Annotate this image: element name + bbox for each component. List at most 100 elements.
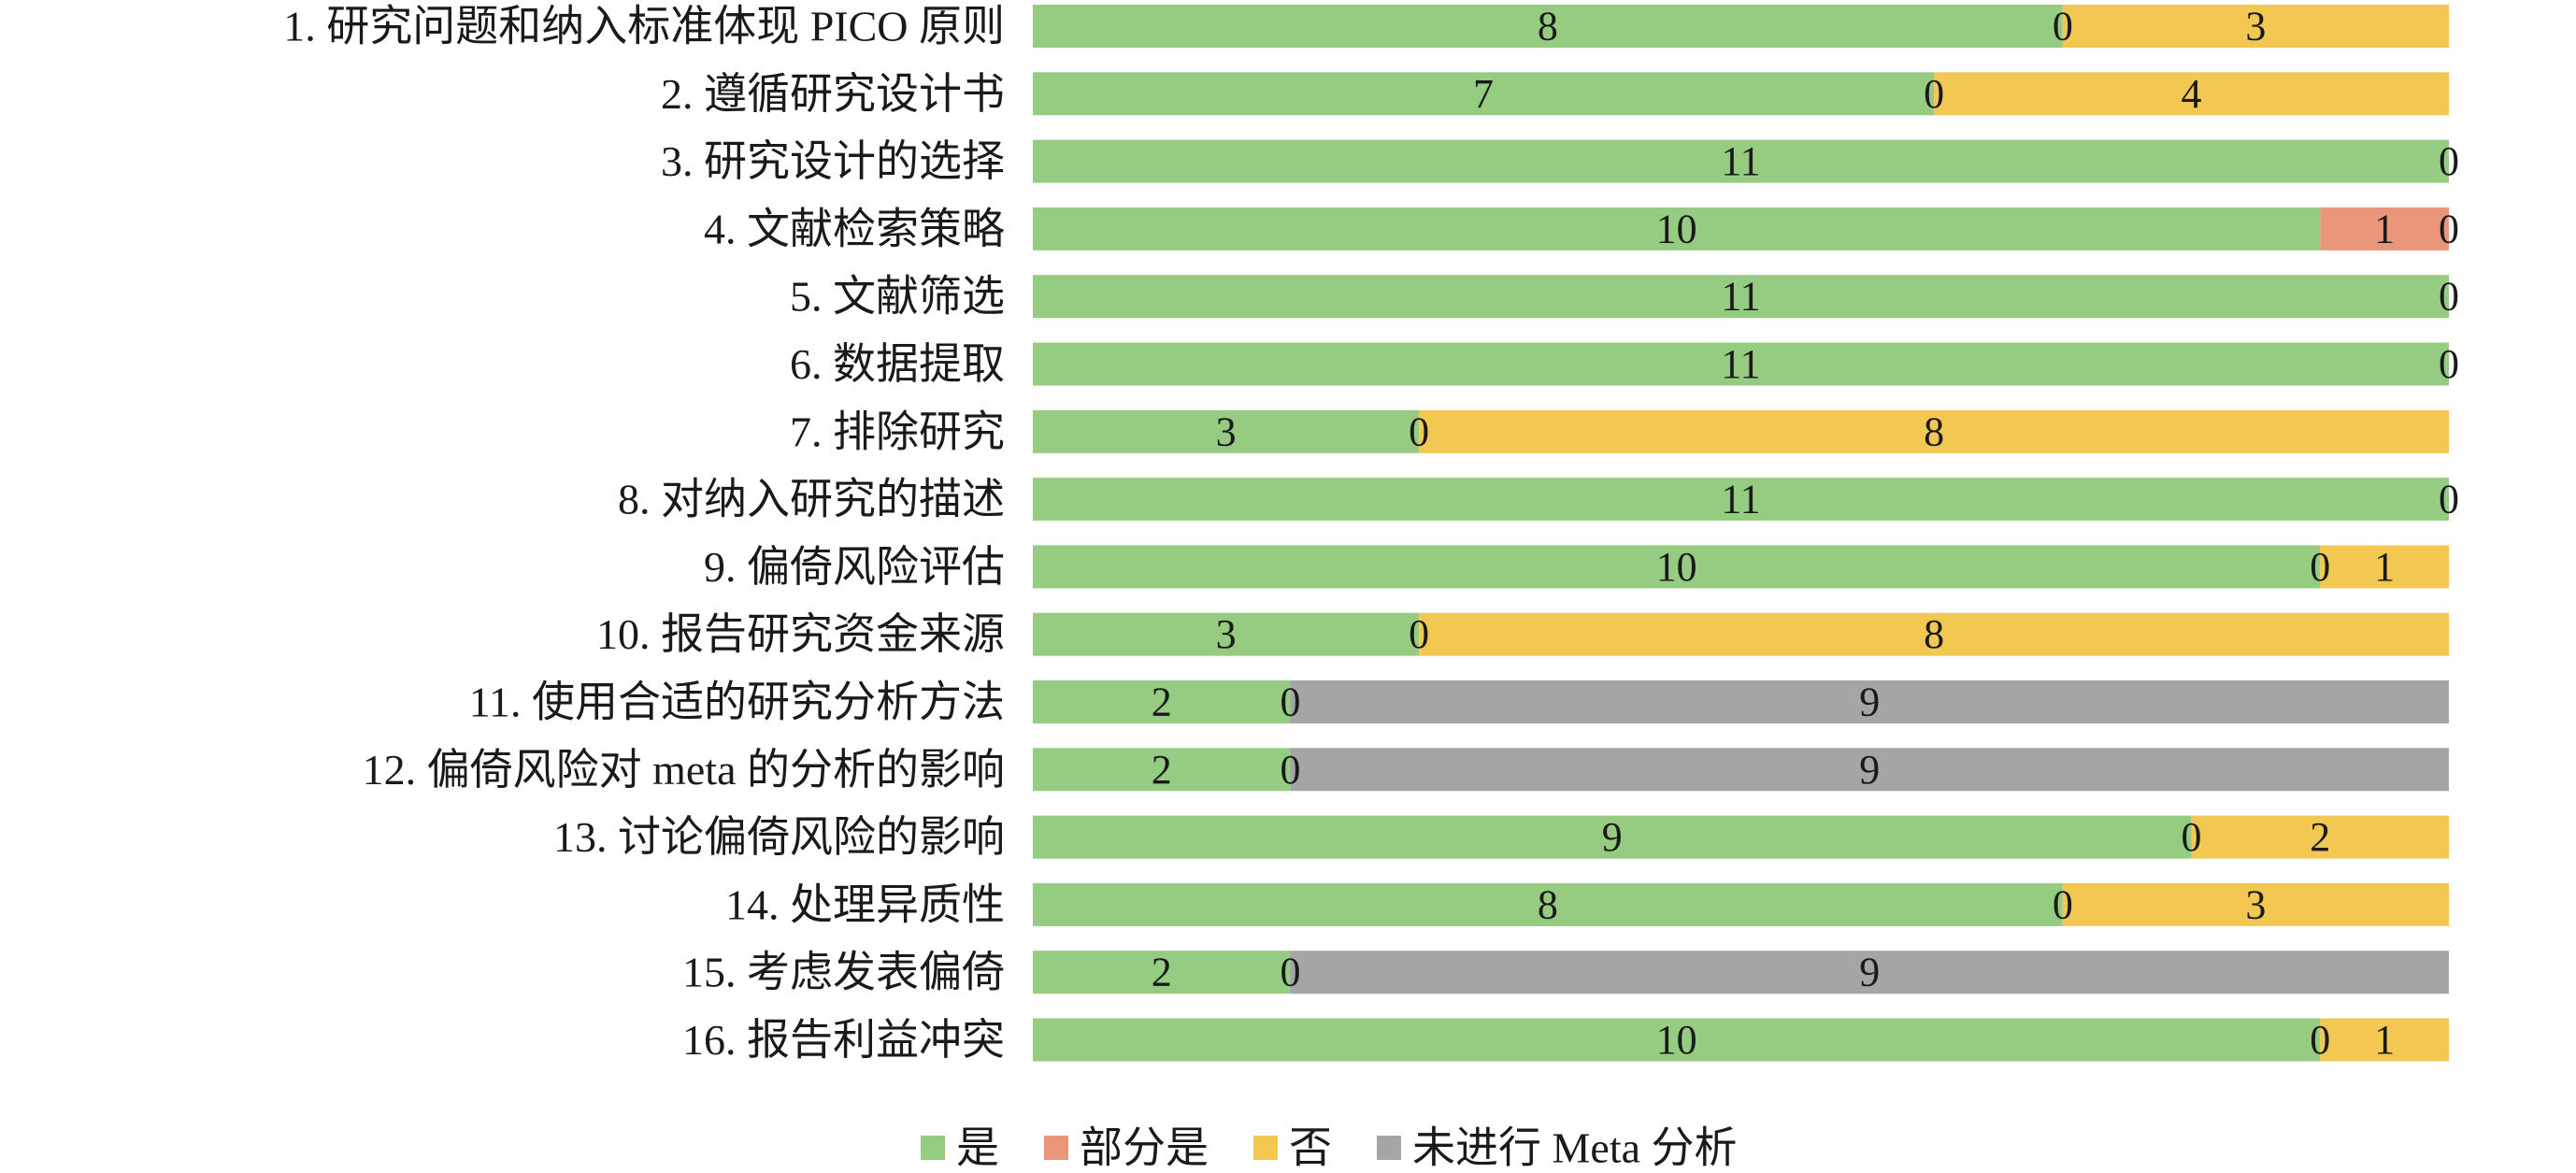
value-label: 4 [2182,71,2202,117]
value-label: 8 [1924,611,1944,657]
bar-segment [1033,5,2063,48]
value-label: 0 [2053,4,2073,50]
legend-label: 是 [956,1124,999,1172]
value-label: 0 [1409,611,1429,657]
legend-label: 否 [1289,1124,1332,1172]
value-label: 11 [1721,274,1760,320]
value-label: 3 [2245,881,2266,927]
value-label: 0 [2053,881,2073,927]
bar-segment [1033,680,1291,723]
bar-segment [1033,1018,2321,1062]
category-label: 13. 讨论偏倚风险的影响 [553,813,1005,861]
bars-layer [1033,5,2449,1062]
category-label: 4. 文献检索策略 [704,205,1005,252]
category-label: 6. 数据提取 [790,340,1005,388]
value-label: 3 [1216,408,1237,454]
bar-segment [1033,545,2321,589]
value-label: 0 [2439,274,2459,320]
bar-segment [2320,207,2449,250]
value-label: 1 [2374,206,2395,251]
value-label: 8 [1538,4,1558,50]
value-label: 10 [1656,544,1697,590]
value-label: 9 [1859,747,1880,793]
value-label: 0 [2439,477,2459,522]
value-label: 0 [1924,71,1944,117]
value-label: 2 [1152,679,1172,725]
legend-swatch [1044,1136,1068,1160]
bar-segment [1033,815,2192,859]
value-label: 8 [1924,408,1944,454]
value-label: 9 [1602,814,1623,860]
value-label: 0 [1280,747,1300,793]
bar-segment [2062,882,2449,926]
value-label: 3 [2245,4,2266,50]
category-label: 8. 对纳入研究的描述 [618,476,1005,523]
bar-segment [1033,139,2449,183]
bar-segment [1033,409,1420,453]
value-label: 2 [2310,814,2330,860]
value-label: 3 [1216,611,1237,657]
bar-segment [1033,275,2449,319]
bar-segment [1033,207,2321,250]
legend-label: 部分是 [1080,1124,1209,1172]
bar-segment [1419,409,2449,453]
category-label: 15. 考虑发表偏倚 [682,949,1005,996]
legend-swatch [921,1136,945,1160]
legend: 是 部分是 否 未进行 Meta 分析 [921,1124,1738,1172]
value-label: 10 [1656,1017,1697,1063]
category-label: 1. 研究问题和纳入标准体现 PICO 原则 [283,3,1005,50]
value-label: 11 [1721,477,1760,522]
bar-segment [1419,612,2449,656]
value-label: 11 [1721,341,1760,387]
bar-segment [1033,72,1935,116]
value-label: 7 [1473,71,1494,117]
bar-segment [1290,748,2449,792]
value-label: 9 [1859,679,1880,725]
value-labels: 8 0 37 0 411 010 1 011 011 03 0 811 010 0 13 0 82 0 92 0 99 0… [1152,4,2459,1064]
category-labels: 1. 研究问题和纳入标准体现 PICO 原则 2. 遵循研究设计书 3. 研究设计的… [283,3,1005,1065]
value-label: 1 [2374,544,2395,590]
category-label: 9. 偏倚风险评估 [704,543,1005,591]
bar-segment [1033,342,2449,386]
category-label: 14. 处理异质性 [725,880,1005,928]
legend-label: 未进行 Meta 分析 [1412,1124,1738,1172]
value-label: 0 [2310,1017,2330,1063]
value-label: 0 [2439,138,2459,184]
value-label: 0 [1280,950,1300,995]
value-label: 0 [2439,206,2459,251]
category-label: 2. 遵循研究设计书 [661,70,1005,118]
bar-segment [1033,951,1291,994]
value-label: 2 [1152,747,1172,793]
category-label: 10. 报告研究资金来源 [596,610,1005,658]
value-label: 2 [1152,950,1172,995]
bar-segment [1033,478,2449,522]
bar-segment [2191,815,2449,859]
legend-swatch [1377,1136,1401,1160]
category-label: 12. 偏倚风险对 meta 的分析的影响 [363,746,1005,794]
category-label: 5. 文献筛选 [790,273,1005,321]
value-label: 8 [1538,881,1558,927]
legend-swatch [1253,1136,1278,1160]
bar-segment [1033,882,2063,926]
bar-segment [1290,951,2449,994]
value-label: 1 [2374,1017,2395,1063]
bar-segment [1033,748,1291,792]
value-label: 0 [1280,679,1300,725]
value-label: 0 [2182,814,2202,860]
value-label: 0 [1409,408,1429,454]
bar-segment [1934,72,2449,116]
bar-segment [1033,612,1420,656]
category-label: 7. 排除研究 [790,408,1005,455]
value-label: 10 [1656,206,1697,251]
value-label: 0 [2310,544,2330,590]
value-label: 9 [1859,950,1880,995]
bar-segment [2320,1018,2449,1062]
value-label: 11 [1721,138,1760,184]
category-label: 3. 研究设计的选择 [661,137,1005,185]
category-label: 11. 使用合适的研究分析方法 [469,679,1005,726]
bar-segment [2062,5,2449,48]
bar-segment [2320,545,2449,589]
category-label: 16. 报告利益冲突 [682,1016,1005,1064]
value-label: 0 [2439,341,2459,387]
